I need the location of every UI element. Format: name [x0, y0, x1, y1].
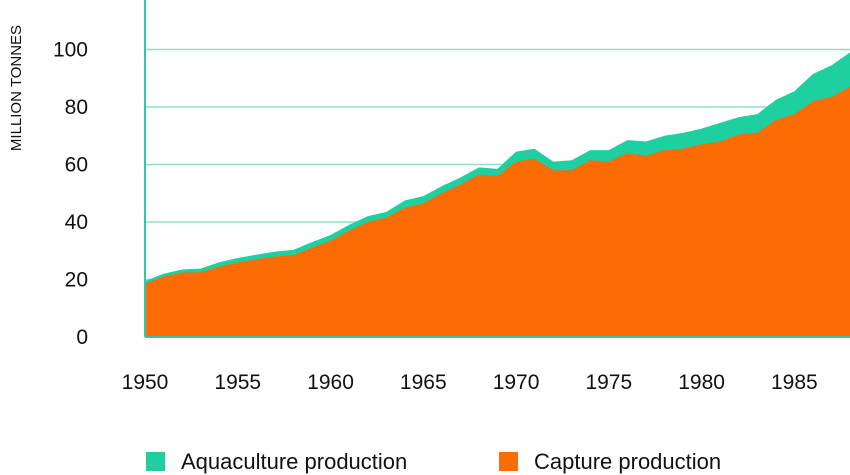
series-area-capture	[145, 86, 850, 337]
legend-swatch-capture	[499, 452, 518, 471]
x-tick-label-1965: 1965	[400, 371, 447, 394]
x-tick-label-1970: 1970	[493, 371, 540, 394]
legend-item-capture: Capture production	[499, 448, 721, 475]
legend-label-aquaculture: Aquaculture production	[181, 448, 408, 474]
y-tick-label-100: 100	[53, 39, 88, 62]
y-tick-label-80: 80	[65, 96, 88, 119]
y-tick-label-20: 20	[65, 269, 88, 292]
y-axis-label: MILLION TONNES	[8, 25, 25, 151]
y-tick-label-60: 60	[65, 154, 88, 177]
y-tick-label-0: 0	[76, 326, 88, 349]
area-chart: 0 20 40 60 80 100 120 1950 1955 1960 1965 1970 1975 1…	[8, 0, 850, 394]
x-tick-label-1975: 1975	[585, 371, 632, 394]
x-tick-label-1950: 1950	[122, 371, 169, 394]
x-tick-label-1985: 1985	[771, 371, 818, 394]
x-tick-label-1955: 1955	[214, 371, 261, 394]
y-tick-label-120: 120	[53, 0, 88, 4]
legend-item-aquaculture: Aquaculture production	[146, 448, 407, 475]
x-tick-label-1980: 1980	[678, 371, 725, 394]
legend-swatch-aquaculture	[146, 452, 165, 471]
x-tick-label-1960: 1960	[307, 371, 354, 394]
y-tick-label-40: 40	[65, 211, 88, 234]
legend-label-capture: Capture production	[534, 448, 722, 474]
